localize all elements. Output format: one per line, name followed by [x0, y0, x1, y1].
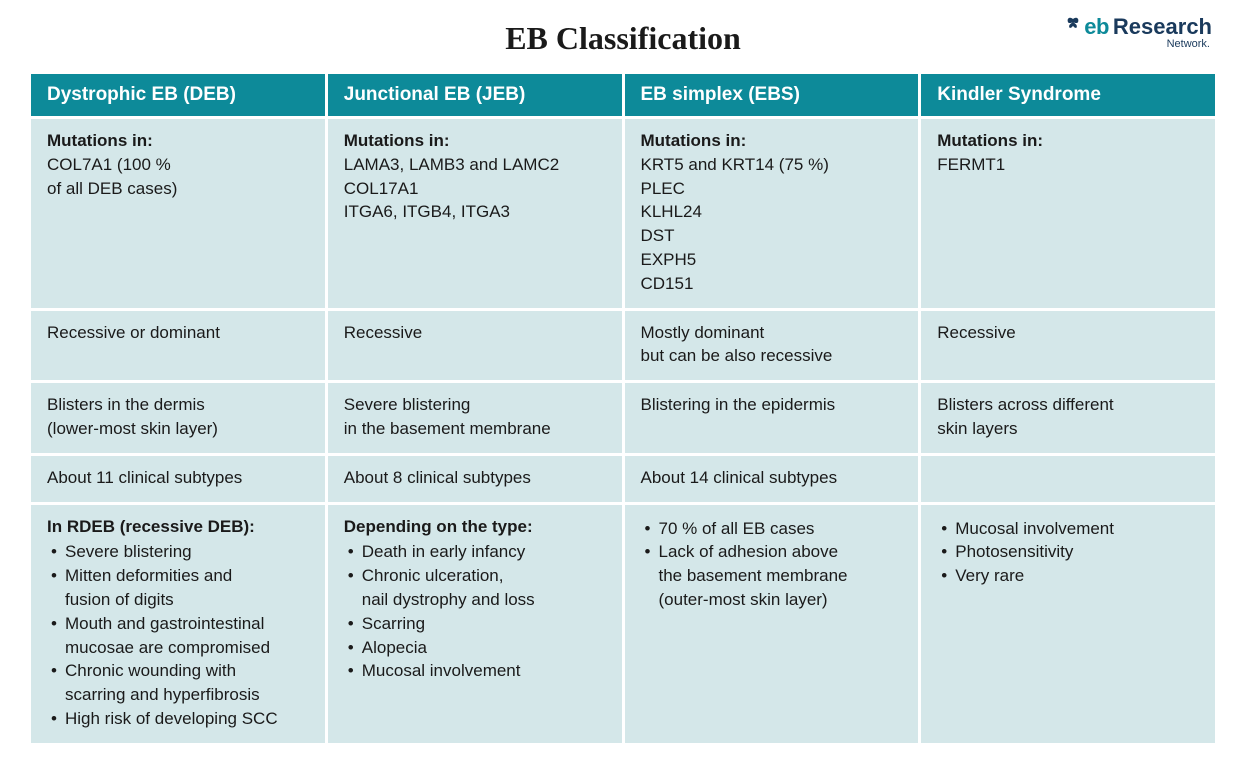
blistering-cell: Blisters across differentskin layers [921, 383, 1215, 453]
column-header: EB simplex (EBS) [625, 74, 919, 116]
mutations-cell: Mutations in:FERMT1 [921, 119, 1215, 308]
mutations-label: Mutations in: [937, 129, 1199, 153]
subtypes-cell [921, 456, 1215, 502]
inheritance-cell: Recessive [328, 311, 622, 381]
list-item: Photosensitivity [937, 540, 1199, 564]
list-item: Severe blistering [47, 540, 309, 564]
list-item: Very rare [937, 564, 1199, 588]
mutations-label: Mutations in: [641, 129, 903, 153]
details-heading: In RDEB (recessive DEB): [47, 515, 309, 539]
mutations-cell: Mutations in:COL7A1 (100 %of all DEB cas… [31, 119, 325, 308]
list-item: Chronic wounding withscarring and hyperf… [47, 659, 309, 707]
mutations-cell: Mutations in:LAMA3, LAMB3 and LAMC2COL17… [328, 119, 622, 308]
table-row: About 11 clinical subtypesAbout 8 clinic… [31, 456, 1215, 502]
list-item: Mouth and gastrointestinalmucosae are co… [47, 612, 309, 660]
inheritance-cell: Mostly dominantbut can be also recessive [625, 311, 919, 381]
list-item: Alopecia [344, 636, 606, 660]
logo-eb-text: eb [1084, 14, 1109, 40]
details-cell: Depending on the type:Death in early inf… [328, 505, 622, 743]
list-item: Scarring [344, 612, 606, 636]
butterfly-icon [1064, 16, 1082, 34]
logo: eb Research Network. [1064, 14, 1212, 50]
table-header-row: Dystrophic EB (DEB)Junctional EB (JEB)EB… [31, 74, 1215, 116]
list-item: Lack of adhesion abovethe basement membr… [641, 540, 903, 611]
blistering-cell: Blistering in the epidermis [625, 383, 919, 453]
list-item: Mitten deformities andfusion of digits [47, 564, 309, 612]
list-item: Mucosal involvement [937, 517, 1199, 541]
details-cell: 70 % of all EB casesLack of adhesion abo… [625, 505, 919, 743]
details-list: Death in early infancyChronic ulceration… [344, 540, 606, 683]
subtypes-cell: About 8 clinical subtypes [328, 456, 622, 502]
details-list: Severe blisteringMitten deformities andf… [47, 540, 309, 730]
classification-table: Dystrophic EB (DEB)Junctional EB (JEB)EB… [28, 71, 1218, 746]
list-item: Chronic ulceration,nail dystrophy and lo… [344, 564, 606, 612]
logo-research-text: Research [1113, 14, 1212, 40]
list-item: Mucosal involvement [344, 659, 606, 683]
mutations-label: Mutations in: [344, 129, 606, 153]
logo-top: eb Research [1064, 14, 1212, 40]
column-header: Dystrophic EB (DEB) [31, 74, 325, 116]
subtypes-cell: About 14 clinical subtypes [625, 456, 919, 502]
column-header: Kindler Syndrome [921, 74, 1215, 116]
table-row: In RDEB (recessive DEB):Severe blisterin… [31, 505, 1215, 743]
details-list: Mucosal involvementPhotosensitivityVery … [937, 517, 1199, 588]
page-title: EB Classification [505, 20, 741, 57]
details-cell: In RDEB (recessive DEB):Severe blisterin… [31, 505, 325, 743]
blistering-cell: Blisters in the dermis(lower-most skin l… [31, 383, 325, 453]
details-cell: Mucosal involvementPhotosensitivityVery … [921, 505, 1215, 743]
blistering-cell: Severe blisteringin the basement membran… [328, 383, 622, 453]
table-row: Recessive or dominantRecessiveMostly dom… [31, 311, 1215, 381]
table-row: Blisters in the dermis(lower-most skin l… [31, 383, 1215, 453]
list-item: Death in early infancy [344, 540, 606, 564]
mutations-label: Mutations in: [47, 129, 309, 153]
table-row: Mutations in:COL7A1 (100 %of all DEB cas… [31, 119, 1215, 308]
list-item: 70 % of all EB cases [641, 517, 903, 541]
subtypes-cell: About 11 clinical subtypes [31, 456, 325, 502]
mutations-cell: Mutations in:KRT5 and KRT14 (75 %)PLECKL… [625, 119, 919, 308]
inheritance-cell: Recessive or dominant [31, 311, 325, 381]
inheritance-cell: Recessive [921, 311, 1215, 381]
page-header: EB Classification eb Research Network. [28, 20, 1218, 57]
details-heading: Depending on the type: [344, 515, 606, 539]
details-list: 70 % of all EB casesLack of adhesion abo… [641, 517, 903, 612]
list-item: High risk of developing SCC [47, 707, 309, 731]
column-header: Junctional EB (JEB) [328, 74, 622, 116]
logo-network-text: Network. [1167, 38, 1210, 50]
